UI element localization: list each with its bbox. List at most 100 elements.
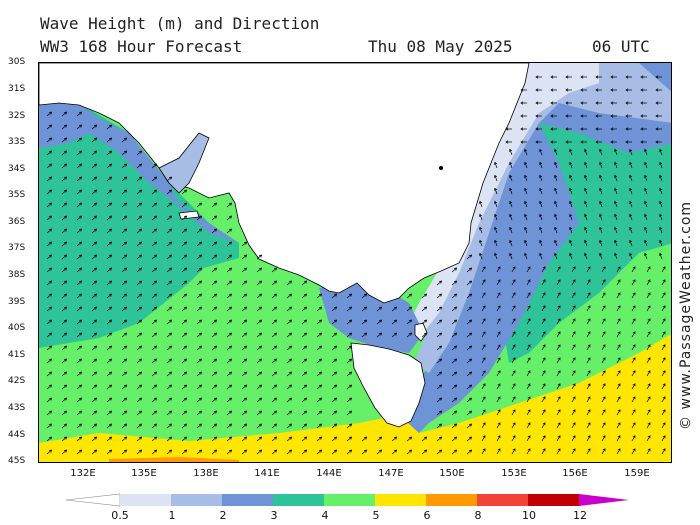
wave-arrow bbox=[241, 358, 247, 364]
wave-arrow bbox=[61, 371, 67, 377]
wave-arrow bbox=[631, 383, 636, 390]
wave-arrow-head bbox=[274, 423, 278, 427]
wave-arrow-head bbox=[259, 306, 263, 310]
wave-arrow-head bbox=[49, 371, 53, 375]
wave-arrow-head bbox=[244, 293, 248, 297]
wave-arrow-head bbox=[79, 332, 83, 336]
wave-arrow-head bbox=[79, 254, 83, 258]
wave-arrow bbox=[121, 202, 127, 208]
wave-arrow-head bbox=[614, 161, 618, 165]
wave-arrow-head bbox=[662, 396, 666, 400]
wave-arrow-head bbox=[199, 215, 203, 219]
wave-arrow-head bbox=[527, 383, 531, 387]
wave-arrow-head bbox=[569, 226, 573, 230]
land-kangaroo-island bbox=[178, 210, 200, 220]
wave-arrow-head bbox=[482, 396, 486, 400]
wave-arrow-head bbox=[94, 241, 98, 245]
wave-arrow-head bbox=[565, 88, 569, 92]
wave-arrow bbox=[494, 240, 498, 247]
wave-arrow-head bbox=[629, 200, 633, 204]
wave-arrow bbox=[331, 345, 337, 351]
wave-arrow-head bbox=[482, 279, 486, 283]
wave-arrow-head bbox=[64, 371, 68, 375]
wave-arrow-head bbox=[109, 449, 113, 453]
wave-arrow-head bbox=[497, 422, 501, 426]
lon-label-144e: 144E bbox=[316, 468, 342, 479]
wave-arrow bbox=[346, 410, 352, 416]
wave-arrow bbox=[616, 448, 621, 455]
wave-arrow-head bbox=[647, 318, 651, 322]
wave-arrow bbox=[479, 240, 483, 247]
wave-arrow-head bbox=[394, 436, 398, 440]
wave-arrow bbox=[571, 357, 576, 364]
wave-arrow-head bbox=[349, 410, 353, 414]
wave-arrow bbox=[181, 449, 187, 455]
wave-arrow bbox=[524, 149, 528, 156]
wave-arrow-head bbox=[139, 436, 143, 440]
wave-arrow-head bbox=[602, 409, 606, 413]
wave-arrow bbox=[616, 357, 621, 364]
wave-arrow bbox=[571, 344, 576, 351]
wave-arrow-head bbox=[572, 266, 576, 270]
wave-arrow-head bbox=[184, 397, 188, 401]
wave-arrow-head bbox=[602, 357, 606, 361]
wave-arrow bbox=[646, 370, 651, 377]
wave-arrow-head bbox=[614, 187, 618, 191]
wave-arrow-head bbox=[334, 371, 338, 375]
wave-arrow-head bbox=[169, 332, 173, 336]
wave-arrow-head bbox=[364, 436, 368, 440]
wave-arrow-head bbox=[64, 410, 68, 414]
wave-arrow-head bbox=[289, 371, 293, 375]
wave-arrow bbox=[481, 383, 486, 390]
wave-arrow-head bbox=[259, 423, 263, 427]
wave-arrow-head bbox=[557, 396, 561, 400]
wave-arrow bbox=[121, 345, 127, 351]
wave-arrow-head bbox=[587, 409, 591, 413]
wave-arrow-head bbox=[632, 435, 636, 439]
wave-arrow bbox=[46, 293, 52, 299]
wave-arrow-head bbox=[542, 422, 546, 426]
wave-arrow bbox=[481, 331, 486, 338]
wave-arrow-head bbox=[214, 241, 218, 245]
wave-arrow bbox=[436, 332, 442, 338]
wave-arrow bbox=[46, 397, 52, 403]
wave-arrow bbox=[466, 410, 472, 416]
wave-arrow bbox=[151, 371, 157, 377]
wave-arrow bbox=[271, 332, 277, 338]
wave-arrow bbox=[584, 175, 588, 182]
wave-arrow bbox=[526, 383, 531, 390]
wave-arrow bbox=[406, 436, 412, 442]
wave-arrow-head bbox=[304, 319, 308, 323]
legend-label-8: 8 bbox=[474, 509, 482, 522]
wave-arrow bbox=[106, 176, 112, 182]
wave-arrow-head bbox=[524, 252, 528, 256]
wave-arrow bbox=[181, 384, 187, 390]
wave-arrow bbox=[481, 266, 486, 273]
wave-arrow bbox=[226, 267, 232, 273]
wave-arrow-head bbox=[557, 370, 561, 374]
wave-arrow-head bbox=[625, 101, 629, 105]
wave-arrow-head bbox=[64, 423, 68, 427]
wave-arrow bbox=[509, 188, 513, 195]
wave-arrow bbox=[271, 319, 277, 325]
wave-arrow-head bbox=[319, 397, 323, 401]
wave-arrow-head bbox=[64, 384, 68, 388]
wave-arrow bbox=[509, 201, 513, 208]
wave-arrow-head bbox=[184, 332, 188, 336]
lat-label-37s: 37S bbox=[8, 243, 26, 253]
wave-arrow bbox=[256, 358, 262, 364]
wave-arrow bbox=[646, 409, 651, 416]
wave-height-map bbox=[38, 62, 672, 463]
wave-arrow bbox=[631, 331, 636, 338]
wave-arrow bbox=[556, 266, 561, 273]
wave-arrow-head bbox=[49, 124, 53, 128]
wave-arrow bbox=[46, 345, 52, 351]
wave-arrow-head bbox=[289, 345, 293, 349]
wave-arrow-head bbox=[632, 266, 636, 270]
wave-arrow bbox=[361, 293, 367, 299]
wave-arrow bbox=[466, 423, 472, 429]
wave-arrow bbox=[511, 435, 516, 442]
wave-arrow-head bbox=[79, 345, 83, 349]
wave-arrow-head bbox=[184, 189, 188, 193]
wave-arrow-head bbox=[229, 410, 233, 414]
